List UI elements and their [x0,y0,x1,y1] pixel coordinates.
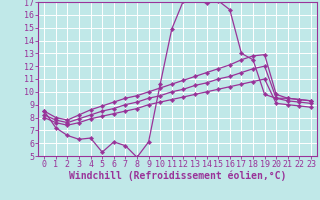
X-axis label: Windchill (Refroidissement éolien,°C): Windchill (Refroidissement éolien,°C) [69,171,286,181]
